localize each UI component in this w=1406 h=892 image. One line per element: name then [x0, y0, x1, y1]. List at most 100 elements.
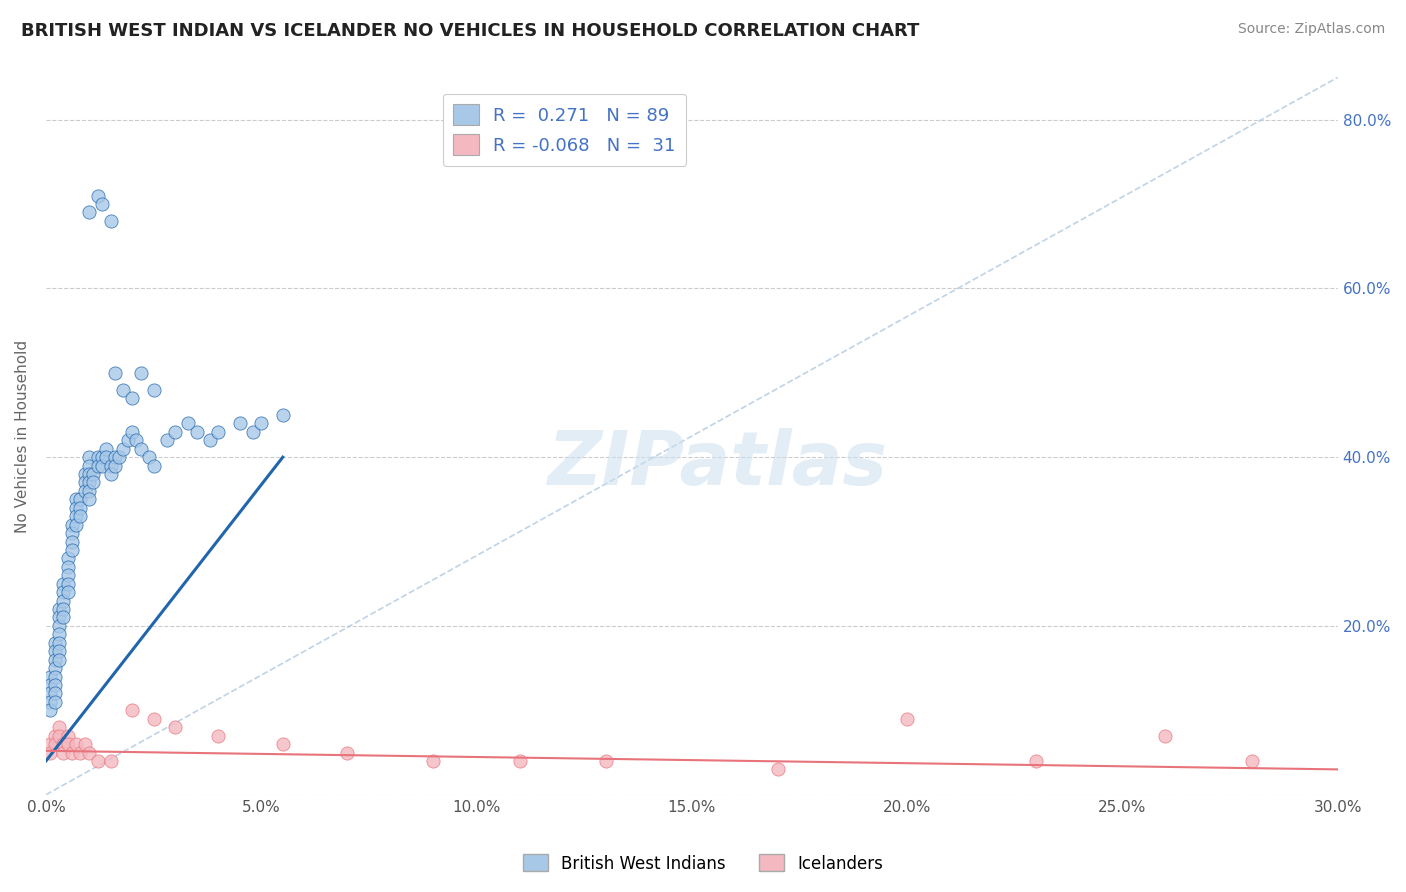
- Point: [48, 602, 70, 616]
- Point: [82, 475, 104, 490]
- Point: [39, 669, 62, 683]
- Point: [73, 475, 96, 490]
- Point: [100, 754, 122, 768]
- Point: [52, 746, 75, 760]
- Point: [96, 442, 118, 456]
- Point: [48, 653, 70, 667]
- Point: [44, 729, 66, 743]
- Point: [112, 383, 135, 397]
- Point: [65, 509, 87, 524]
- Point: [177, 417, 200, 431]
- Point: [44, 737, 66, 751]
- Point: [73, 737, 96, 751]
- Point: [1025, 754, 1047, 768]
- Point: [69, 500, 91, 515]
- Point: [48, 729, 70, 743]
- Point: [39, 686, 62, 700]
- Point: [52, 610, 75, 624]
- Point: [77, 492, 100, 507]
- Point: [91, 450, 114, 465]
- Point: [52, 576, 75, 591]
- Point: [44, 644, 66, 658]
- Point: [52, 585, 75, 599]
- Point: [48, 610, 70, 624]
- Point: [48, 720, 70, 734]
- Point: [44, 678, 66, 692]
- Point: [100, 214, 122, 228]
- Point: [65, 500, 87, 515]
- Legend: R =  0.271   N = 89, R = -0.068   N =  31: R = 0.271 N = 89, R = -0.068 N = 31: [443, 94, 686, 166]
- Point: [52, 593, 75, 607]
- Point: [56, 568, 79, 582]
- Point: [69, 746, 91, 760]
- Point: [86, 450, 108, 465]
- Point: [1240, 754, 1263, 768]
- Point: [65, 517, 87, 532]
- Point: [142, 712, 165, 726]
- Point: [82, 467, 104, 481]
- Point: [39, 737, 62, 751]
- Point: [56, 551, 79, 566]
- Point: [228, 417, 250, 431]
- Point: [1154, 729, 1177, 743]
- Point: [165, 720, 187, 734]
- Point: [91, 458, 114, 473]
- Point: [48, 627, 70, 641]
- Point: [56, 737, 79, 751]
- Point: [44, 653, 66, 667]
- Point: [104, 366, 127, 380]
- Point: [509, 754, 531, 768]
- Point: [77, 475, 100, 490]
- Point: [60, 746, 83, 760]
- Point: [65, 737, 87, 751]
- Point: [52, 602, 75, 616]
- Point: [112, 442, 135, 456]
- Point: [207, 729, 229, 743]
- Point: [108, 450, 131, 465]
- Point: [766, 763, 789, 777]
- Point: [207, 425, 229, 439]
- Point: [60, 517, 83, 532]
- Point: [271, 737, 294, 751]
- Point: [44, 636, 66, 650]
- Point: [39, 746, 62, 760]
- Point: [125, 434, 148, 448]
- Point: [48, 636, 70, 650]
- Point: [186, 425, 208, 439]
- Point: [91, 197, 114, 211]
- Point: [100, 467, 122, 481]
- Point: [77, 483, 100, 498]
- Point: [48, 619, 70, 633]
- Point: [242, 425, 264, 439]
- Point: [56, 559, 79, 574]
- Point: [73, 467, 96, 481]
- Point: [104, 450, 127, 465]
- Text: Source: ZipAtlas.com: Source: ZipAtlas.com: [1237, 22, 1385, 37]
- Point: [77, 746, 100, 760]
- Point: [60, 543, 83, 558]
- Y-axis label: No Vehicles in Household: No Vehicles in Household: [15, 340, 30, 533]
- Point: [121, 703, 143, 717]
- Point: [77, 205, 100, 219]
- Point: [121, 391, 143, 405]
- Point: [117, 434, 139, 448]
- Point: [44, 661, 66, 675]
- Point: [60, 526, 83, 541]
- Point: [44, 669, 66, 683]
- Text: BRITISH WEST INDIAN VS ICELANDER NO VEHICLES IN HOUSEHOLD CORRELATION CHART: BRITISH WEST INDIAN VS ICELANDER NO VEHI…: [21, 22, 920, 40]
- Point: [39, 678, 62, 692]
- Point: [104, 458, 127, 473]
- Point: [165, 425, 187, 439]
- Point: [65, 492, 87, 507]
- Point: [56, 729, 79, 743]
- Point: [250, 417, 273, 431]
- Point: [77, 458, 100, 473]
- Point: [271, 408, 294, 422]
- Point: [69, 509, 91, 524]
- Point: [100, 458, 122, 473]
- Point: [129, 366, 152, 380]
- Text: ZIPatlas: ZIPatlas: [548, 428, 887, 501]
- Point: [142, 383, 165, 397]
- Point: [121, 425, 143, 439]
- Point: [198, 434, 221, 448]
